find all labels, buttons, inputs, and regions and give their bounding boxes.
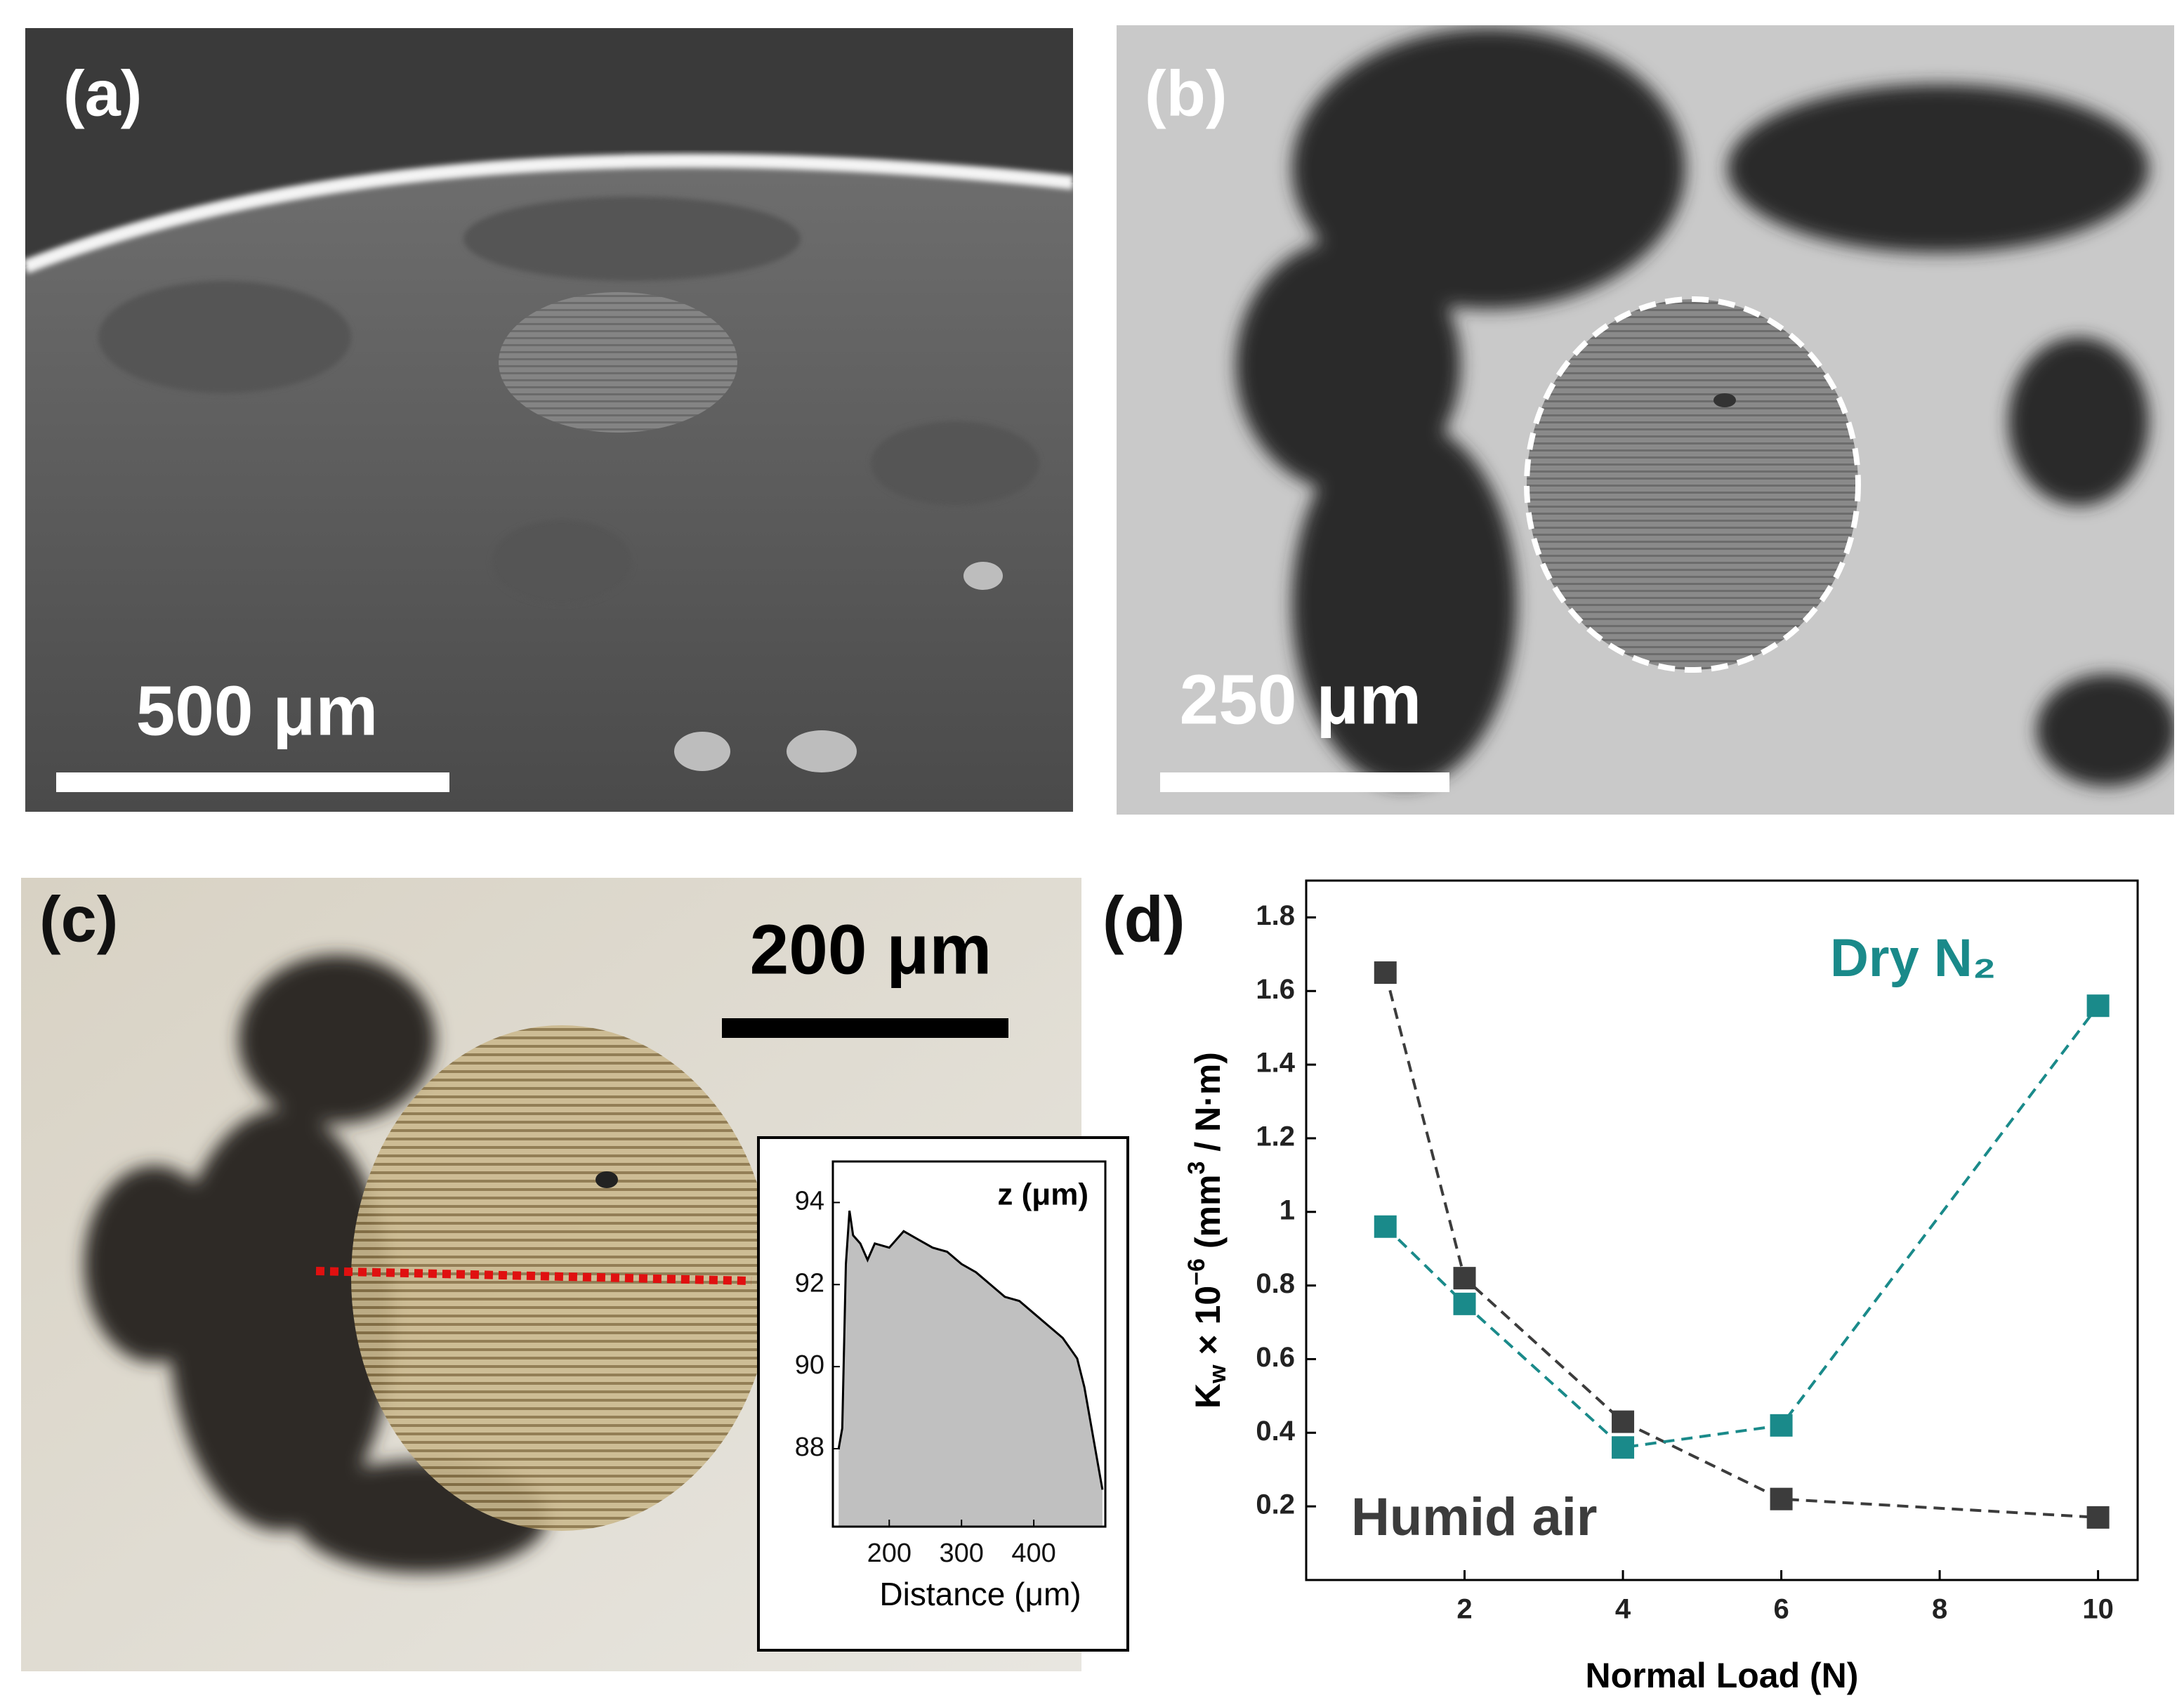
x-axis-label: Distance (μm) [879,1576,1081,1612]
marker [1770,1487,1793,1510]
y-tick-label: 0.6 [1256,1342,1295,1373]
inset-chart: 88 90 92 94 200 300 400 z (μm) Distance (μm) [795,1160,1107,1612]
micrograph-a [25,28,1073,812]
marker [1453,1267,1476,1290]
series-label: Humid air [1351,1487,1598,1547]
marker [2086,994,2110,1018]
y-tick-label: 1 [1280,1194,1295,1225]
marker [1612,1436,1635,1459]
y-axis-label-part: × 10 [1188,1286,1228,1365]
x-tick-label: 8 [1932,1594,1947,1625]
series-label: Dry N₂ [1830,928,1996,988]
marker [1770,1414,1793,1437]
y-tick-label: 94 [795,1186,824,1216]
panel-label: (c) [39,883,118,955]
scale-bar-label: 500 μm [136,671,379,750]
panel-label: (d) [1103,883,1185,955]
marker [1374,961,1397,985]
marker [1453,1292,1476,1315]
plot-frame [831,1160,1107,1528]
y-tick-label: 92 [795,1268,824,1298]
y-tick-label: 90 [795,1350,824,1380]
scale-bar [56,772,449,792]
scale-bar-label: 200 μm [750,910,992,989]
panel-label: (b) [1145,58,1227,129]
y-axis-label-part: 3 [1183,1161,1210,1175]
annotation: z (μm) [997,1178,1088,1212]
x-tick-label: 2 [1456,1594,1472,1625]
x-tick-label: 10 [2082,1594,2114,1625]
y-tick-label: 0.2 [1256,1489,1295,1520]
x-tick-label: 6 [1773,1594,1789,1625]
y-tick-label: 0.8 [1256,1268,1295,1299]
y-axis-label: Kw × 10−6 (mm3 / N·m) [1183,1052,1231,1409]
panel-label: (a) [63,58,142,129]
y-axis-label-part: K [1188,1383,1228,1409]
x-axis-label: Normal Load (N) [1586,1656,1859,1695]
y-tick-label: 88 [795,1433,824,1462]
series-line [1383,972,2098,1519]
area [838,1211,1103,1527]
marker [2086,1506,2110,1529]
profile-line [837,1210,1104,1490]
y-axis-label-part: / N·m) [1188,1052,1228,1161]
series-line [1384,1005,2100,1449]
y-axis-label-part: (mm [1188,1175,1228,1258]
y-tick-label: 0.4 [1256,1416,1295,1447]
main-chart: 0.2 0.4 0.6 0.8 1 1.2 1.4 1.6 1.8 2 4 6 8 10 Normal Lo… [1183,879,2139,1695]
x-tick-label: 300 [939,1539,983,1568]
y-tick-label: 1.4 [1256,1048,1295,1079]
x-tick-label: 200 [867,1539,912,1568]
y-axis-label-part: −6 [1183,1258,1210,1286]
scale-bar [1160,772,1449,792]
marker [1374,1215,1397,1238]
x-tick-label: 400 [1011,1539,1055,1568]
y-tick-label: 1.6 [1256,974,1295,1005]
scale-bar [722,1018,1008,1038]
x-tick-label: 4 [1615,1594,1631,1625]
plot-frame [1305,879,2139,1581]
y-tick-label: 1.8 [1256,900,1295,931]
scale-bar-label: 250 μm [1180,660,1422,739]
micrograph-b [1117,25,2174,815]
y-axis-label-part: w [1204,1364,1231,1384]
y-tick-label: 1.2 [1256,1121,1295,1152]
marker [1612,1410,1635,1433]
